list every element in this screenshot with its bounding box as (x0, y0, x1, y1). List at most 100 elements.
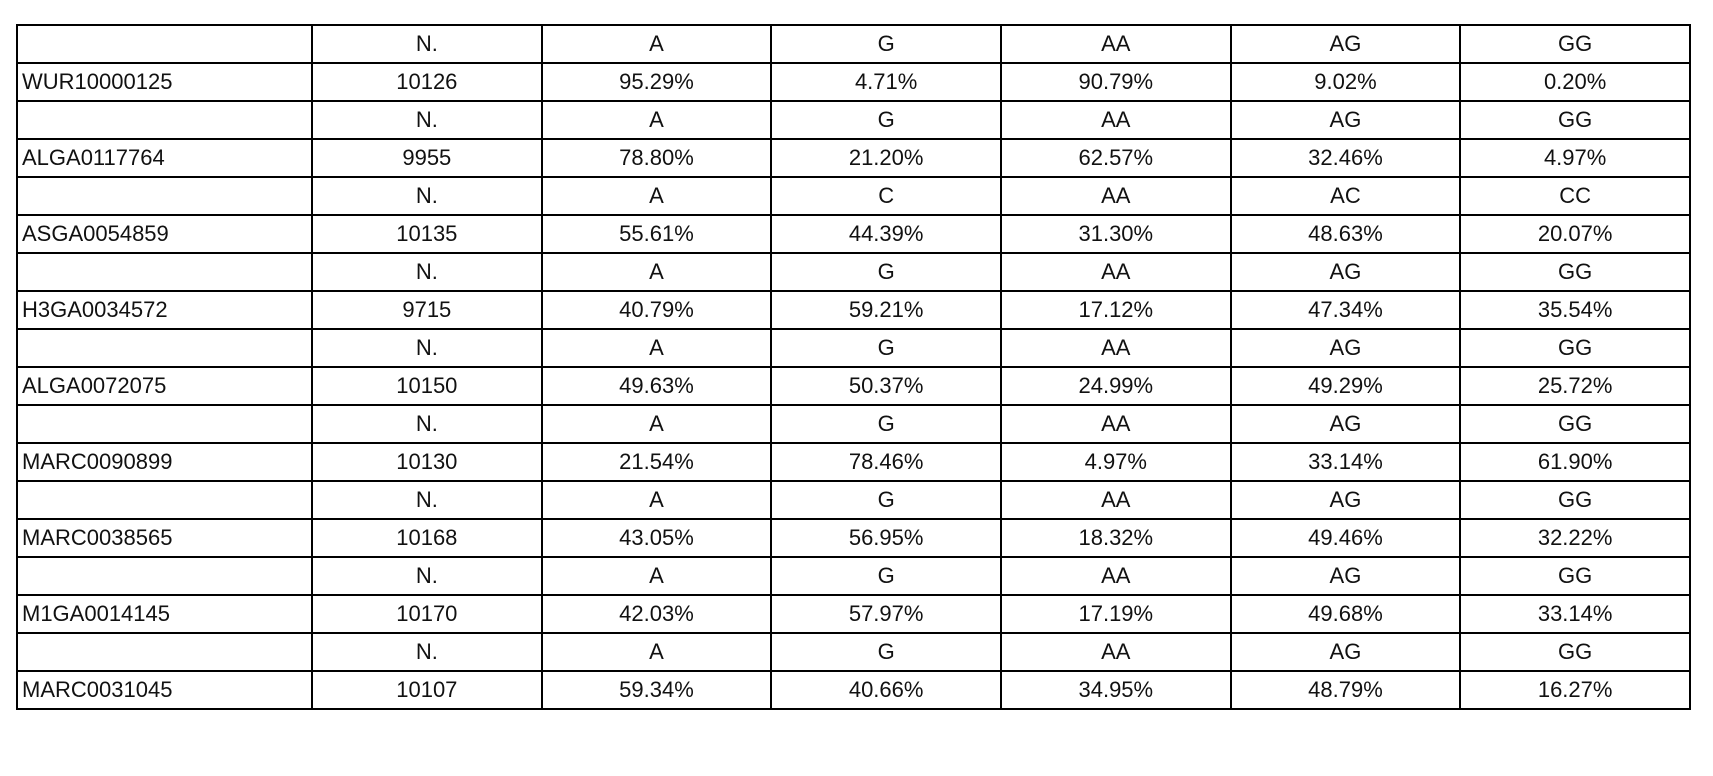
data-row: H3GA0034572 9715 40.79% 59.21% 17.12% 47.34% 3… (16, 290, 1691, 330)
header-row: N. A C AA AC CC (16, 176, 1691, 216)
blank-cell (16, 556, 313, 596)
header-cell: A (540, 252, 773, 292)
value-cell: 9955 (311, 138, 543, 178)
blank-cell (16, 24, 313, 64)
value-cell: 25.72% (1459, 366, 1691, 406)
value-cell: 21.20% (770, 138, 1002, 178)
value-cell: 61.90% (1459, 442, 1691, 482)
header-cell: AG (1229, 252, 1462, 292)
value-cell: 10168 (311, 518, 543, 558)
header-row: N. A G AA AG GG (16, 404, 1691, 444)
header-cell: AG (1229, 404, 1462, 444)
blank-cell (16, 328, 313, 368)
data-row: MARC0038565 10168 43.05% 56.95% 18.32% 49.46%… (16, 518, 1691, 558)
value-cell: 78.46% (770, 442, 1002, 482)
value-cell: 4.97% (999, 442, 1232, 482)
value-cell: 59.34% (540, 670, 773, 710)
value-cell: 35.54% (1459, 290, 1691, 330)
header-cell: G (770, 556, 1002, 596)
header-cell: AA (999, 176, 1232, 216)
value-cell: 33.14% (1229, 442, 1462, 482)
header-row: N. A G AA AG GG (16, 328, 1691, 368)
value-cell: 34.95% (999, 670, 1232, 710)
blank-cell (16, 404, 313, 444)
header-cell: AG (1229, 328, 1462, 368)
value-cell: 16.27% (1459, 670, 1691, 710)
header-cell: G (770, 100, 1002, 140)
header-row: N. A G AA AG GG (16, 100, 1691, 140)
header-row: N. A G AA AG GG (16, 556, 1691, 596)
value-cell: 17.12% (999, 290, 1232, 330)
value-cell: 59.21% (770, 290, 1002, 330)
header-cell: A (540, 480, 773, 520)
blank-cell (16, 632, 313, 672)
value-cell: 43.05% (540, 518, 773, 558)
value-cell: 40.66% (770, 670, 1002, 710)
marker-cell: H3GA0034572 (16, 290, 313, 330)
header-cell: N. (311, 328, 543, 368)
header-cell: N. (311, 480, 543, 520)
header-cell: AA (999, 404, 1232, 444)
value-cell: 4.97% (1459, 138, 1691, 178)
header-cell: A (540, 176, 773, 216)
value-cell: 57.97% (770, 594, 1002, 634)
header-cell: GG (1459, 252, 1691, 292)
header-cell: N. (311, 100, 543, 140)
value-cell: 33.14% (1459, 594, 1691, 634)
header-cell: AC (1229, 176, 1462, 216)
header-cell: A (540, 100, 773, 140)
header-cell: A (540, 328, 773, 368)
data-table: N. A G AA AG GG WUR10000125 10126 95.29% 4.71% 90.… (16, 24, 1691, 710)
value-cell: 31.30% (999, 214, 1232, 254)
marker-cell: ALGA0117764 (16, 138, 313, 178)
marker-cell: ASGA0054859 (16, 214, 313, 254)
value-cell: 56.95% (770, 518, 1002, 558)
header-cell: CC (1459, 176, 1691, 216)
header-cell: AG (1229, 24, 1462, 64)
header-cell: G (770, 480, 1002, 520)
data-row: MARC0031045 10107 59.34% 40.66% 34.95% 48.79%… (16, 670, 1691, 710)
blank-cell (16, 176, 313, 216)
header-cell: AA (999, 24, 1232, 64)
data-row: ALGA0117764 9955 78.80% 21.20% 62.57% 32.46% 4… (16, 138, 1691, 178)
header-cell: N. (311, 404, 543, 444)
blank-cell (16, 252, 313, 292)
value-cell: 42.03% (540, 594, 773, 634)
header-cell: A (540, 632, 773, 672)
value-cell: 90.79% (999, 62, 1232, 102)
value-cell: 95.29% (540, 62, 773, 102)
header-cell: C (770, 176, 1002, 216)
header-cell: AG (1229, 556, 1462, 596)
header-cell: N. (311, 252, 543, 292)
header-cell: G (770, 404, 1002, 444)
value-cell: 49.68% (1229, 594, 1462, 634)
header-row: N. A G AA AG GG (16, 252, 1691, 292)
blank-cell (16, 100, 313, 140)
value-cell: 10130 (311, 442, 543, 482)
value-cell: 9715 (311, 290, 543, 330)
value-cell: 49.46% (1229, 518, 1462, 558)
header-cell: AA (999, 632, 1232, 672)
header-cell: GG (1459, 556, 1691, 596)
marker-cell: MARC0090899 (16, 442, 313, 482)
header-cell: N. (311, 632, 543, 672)
marker-cell: WUR10000125 (16, 62, 313, 102)
header-cell: N. (311, 24, 543, 64)
header-row: N. A G AA AG GG (16, 632, 1691, 672)
header-cell: G (770, 328, 1002, 368)
header-cell: A (540, 404, 773, 444)
value-cell: 10126 (311, 62, 543, 102)
data-row: ALGA0072075 10150 49.63% 50.37% 24.99% 49.29%… (16, 366, 1691, 406)
header-cell: N. (311, 176, 543, 216)
header-cell: A (540, 24, 773, 64)
value-cell: 21.54% (540, 442, 773, 482)
value-cell: 17.19% (999, 594, 1232, 634)
header-cell: G (770, 252, 1002, 292)
value-cell: 32.22% (1459, 518, 1691, 558)
value-cell: 47.34% (1229, 290, 1462, 330)
value-cell: 10135 (311, 214, 543, 254)
header-cell: GG (1459, 480, 1691, 520)
marker-cell: M1GA0014145 (16, 594, 313, 634)
header-cell: A (540, 556, 773, 596)
marker-cell: ALGA0072075 (16, 366, 313, 406)
